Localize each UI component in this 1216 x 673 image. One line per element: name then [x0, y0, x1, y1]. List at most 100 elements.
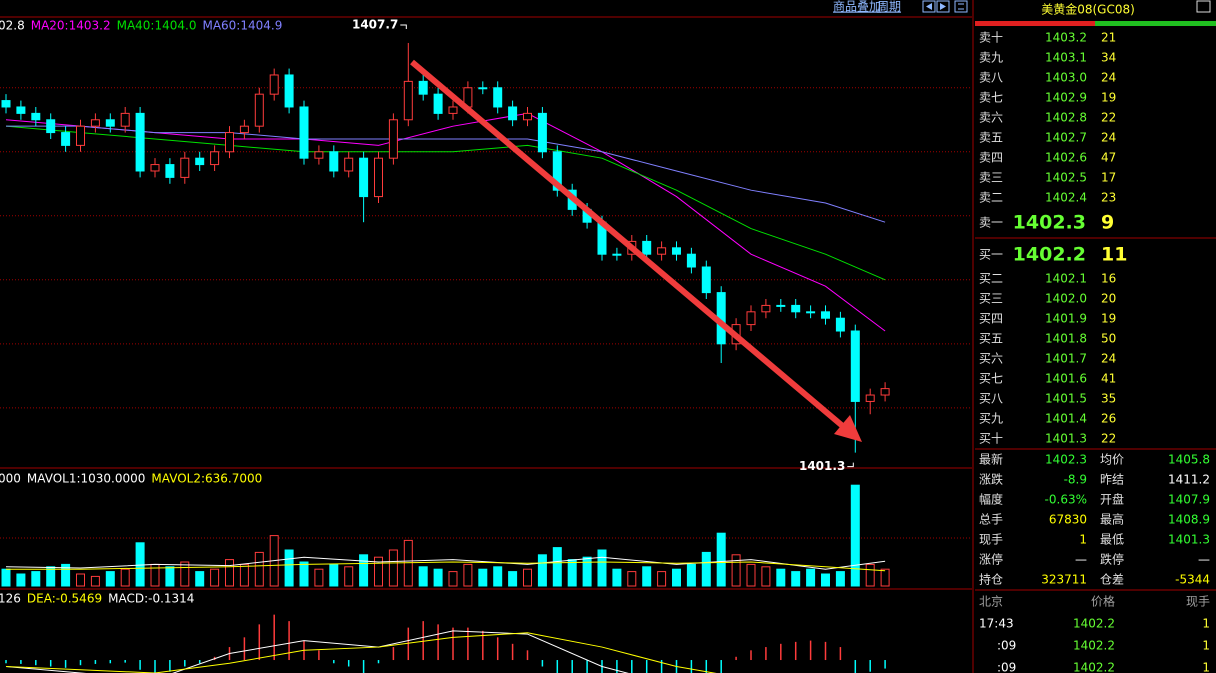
volume-bar	[195, 571, 205, 587]
annotation-pointer	[400, 24, 407, 29]
quote-text: :09	[997, 661, 1016, 673]
candle-body	[686, 253, 696, 268]
volume-bar	[582, 556, 592, 587]
volume-bar	[567, 559, 577, 587]
bar	[1095, 21, 1216, 26]
quote-text: 1407.9	[1168, 493, 1210, 507]
quote-text: 最新	[979, 452, 1003, 467]
quote-text: 1401.3	[1045, 432, 1087, 446]
quote-text: 涨停	[979, 552, 1003, 567]
volume-bar	[225, 559, 234, 587]
candle-body	[388, 119, 398, 159]
volume-bar	[463, 563, 473, 587]
quote-text: 1401.5	[1045, 392, 1087, 406]
quote-text: 卖一	[979, 216, 1003, 230]
quote-text: 47	[1101, 151, 1116, 165]
candle-body	[880, 388, 890, 396]
legend-item: MA60:1404.9	[202, 19, 282, 33]
volume-bar	[105, 571, 115, 587]
toolbar-button[interactable]: 周期	[877, 0, 901, 14]
candle-body	[150, 164, 160, 172]
quote-text: 总手	[979, 513, 1003, 527]
quote-text: 买十	[979, 432, 1003, 446]
quote-text: 17	[1101, 171, 1116, 185]
volume-bar	[120, 568, 130, 587]
volume-bar	[552, 547, 562, 587]
volume-bar	[374, 556, 383, 587]
quote-text: 1401.7	[1045, 352, 1087, 366]
candle-body	[657, 247, 667, 255]
ma-line	[6, 125, 886, 223]
candle-body	[359, 157, 369, 198]
volume-bar	[418, 566, 428, 587]
quote-title: 美黄金08(GC08)	[1041, 2, 1135, 17]
volume-bar	[508, 571, 518, 587]
quote-text: 卖七	[979, 91, 1003, 105]
candle-body	[299, 106, 309, 159]
quote-text: 现手	[979, 533, 1003, 547]
quote-text: 19	[1101, 91, 1116, 105]
quote-text: 16	[1101, 272, 1116, 286]
volume-bar	[612, 568, 622, 587]
candle-body	[254, 93, 264, 127]
quote-text: 19	[1101, 312, 1116, 326]
quote-text: -0.63%	[1045, 493, 1087, 507]
volume-ma-line	[5, 556, 886, 570]
quote-text: 1402.2	[1073, 617, 1115, 631]
quote-text: 20	[1101, 292, 1116, 306]
quote-text: 卖二	[979, 191, 1003, 205]
quote-text: 开盘	[1100, 492, 1124, 507]
legend-item: MACD:-0.1314	[108, 592, 194, 606]
candle-body	[418, 80, 428, 95]
quote-text: —	[1075, 553, 1087, 567]
volume-bar	[597, 549, 607, 587]
quote-text: 卖三	[979, 171, 1003, 185]
quote-text: 1401.3	[1168, 533, 1210, 547]
quote-text: 34	[1101, 51, 1116, 65]
quote-text: 24	[1101, 352, 1116, 366]
nav-buttons[interactable]	[922, 0, 1211, 13]
quote-text: 最高	[1100, 512, 1124, 527]
quote-text: 昨结	[1100, 473, 1124, 487]
quote-text: 北京	[979, 595, 1003, 609]
quote-text: :09	[997, 639, 1016, 653]
quote-text: 1411.2	[1168, 473, 1210, 487]
candle-body	[165, 164, 175, 178]
candle-body	[850, 330, 860, 402]
candle-body	[672, 247, 681, 255]
quote-text: 卖九	[979, 51, 1003, 65]
quote-text: 1401.6	[1045, 372, 1087, 386]
volume-bar	[642, 566, 652, 587]
quote-text: 1408.9	[1168, 513, 1210, 527]
volume-bar	[865, 563, 875, 587]
toolbar-button[interactable]: 商品叠加	[833, 0, 881, 14]
candle-body	[552, 151, 562, 191]
quote-text: 价格	[1091, 594, 1115, 609]
candle-body	[105, 119, 115, 127]
volume-bar	[627, 571, 637, 587]
volume-bar	[254, 551, 264, 587]
candle-body	[835, 317, 845, 332]
volume-bar	[835, 571, 845, 587]
candle-body	[314, 151, 324, 159]
candle-body	[344, 157, 354, 172]
candle-body	[210, 151, 220, 166]
candle-body	[537, 112, 547, 153]
quote-text: 1401.9	[1045, 312, 1087, 326]
candle-body	[1, 100, 11, 108]
price-annotation: 1407.7	[352, 17, 398, 31]
quote-text: 买二	[979, 272, 1003, 286]
candle-body	[523, 112, 532, 121]
volume-bar	[657, 571, 667, 587]
volume-bar	[210, 568, 220, 587]
quote-text: 1402.4	[1045, 191, 1087, 205]
candle-body	[776, 304, 786, 307]
candle-body	[195, 157, 205, 166]
quote-text: -8.9	[1064, 473, 1087, 487]
quote-text: 买五	[979, 332, 1003, 346]
volume-bar	[299, 561, 309, 587]
quote-text: 23	[1101, 191, 1116, 205]
candle-body	[701, 266, 711, 294]
legend-item: DEA:-0.5469	[27, 592, 102, 606]
